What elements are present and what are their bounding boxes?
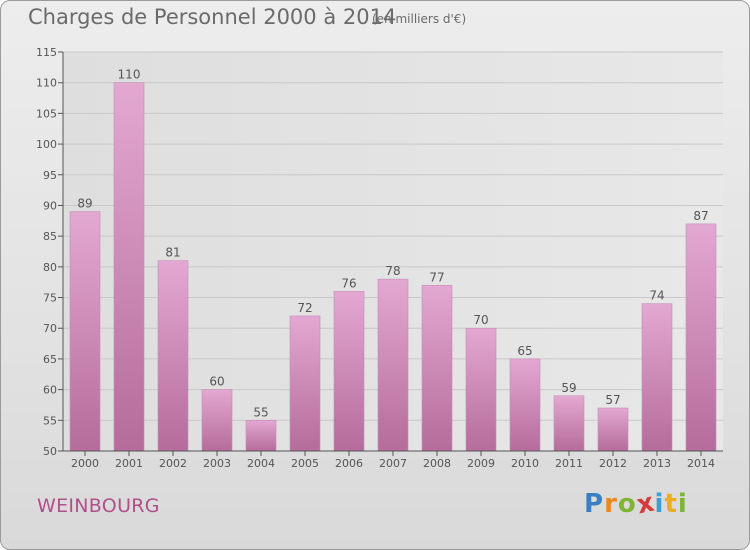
data-label: 59 xyxy=(561,381,576,395)
y-tick-label: 75 xyxy=(43,292,57,305)
logo-letter: o xyxy=(617,489,637,519)
bar-2004 xyxy=(245,420,277,452)
bar-2006 xyxy=(333,291,365,452)
bar-2012 xyxy=(597,407,629,452)
bar-2010 xyxy=(509,358,541,452)
bar-chart: 50 55 60 65 70 75 80 85 90 95 100 105 110 115 2000 2001… xyxy=(36,46,723,470)
bar-2014 xyxy=(685,223,717,452)
x-tick-label: 2003 xyxy=(203,457,231,470)
y-tick-label: 110 xyxy=(36,77,57,90)
data-label: 110 xyxy=(118,68,141,82)
x-tick-label: 2002 xyxy=(159,457,187,470)
x-tick-label: 2010 xyxy=(511,457,539,470)
logo-letter: r xyxy=(604,489,618,519)
bar-2013 xyxy=(641,303,673,452)
bar-2008 xyxy=(421,284,453,452)
y-tick-label: 90 xyxy=(43,199,57,212)
logo-letter: P xyxy=(584,489,605,519)
bar-2009 xyxy=(465,327,497,452)
y-tick-label: 95 xyxy=(43,169,57,182)
data-label: 81 xyxy=(165,246,180,260)
bar-2005 xyxy=(289,315,321,452)
bar-2001 xyxy=(113,82,145,452)
x-tick-label: 2012 xyxy=(599,457,627,470)
x-tick-label: 2001 xyxy=(115,457,143,470)
data-label: 65 xyxy=(517,344,532,358)
x-tick-label: 2006 xyxy=(335,457,363,470)
logo-letter: t xyxy=(664,489,678,519)
data-label: 89 xyxy=(77,197,92,211)
chart-title: Charges de Personnel 2000 à 2014 xyxy=(28,5,397,29)
chart-subtitle: (en milliers d'€) xyxy=(372,12,467,26)
x-tick-label: 2004 xyxy=(247,457,275,470)
y-tick-label: 70 xyxy=(43,322,57,335)
data-label: 72 xyxy=(297,301,312,315)
data-label: 76 xyxy=(341,276,356,290)
data-label: 74 xyxy=(649,289,664,303)
bar-2000 xyxy=(69,211,101,452)
data-label: 70 xyxy=(473,313,488,327)
bar-2007 xyxy=(377,278,409,452)
proxiti-logo[interactable]: Proxiti xyxy=(584,487,688,520)
y-tick-label: 80 xyxy=(43,261,57,274)
x-tick-label: 2007 xyxy=(379,457,407,470)
x-tick-label: 2009 xyxy=(467,457,495,470)
x-tick-label: 2013 xyxy=(643,457,671,470)
y-tick-label: 65 xyxy=(43,353,57,366)
bar-2003 xyxy=(201,389,233,452)
y-tick-label: 50 xyxy=(43,445,57,458)
x-tick-label: 2005 xyxy=(291,457,319,470)
logo-letter: i xyxy=(677,489,688,519)
x-tick-label: 2011 xyxy=(555,457,583,470)
y-tick-label: 115 xyxy=(36,46,57,59)
y-tick-label: 85 xyxy=(43,230,57,243)
bar-2011 xyxy=(553,395,585,452)
x-tick-label: 2000 xyxy=(71,457,99,470)
bar-2002 xyxy=(157,260,189,452)
data-label: 57 xyxy=(605,393,620,407)
data-label: 87 xyxy=(693,209,708,223)
y-tick-label: 100 xyxy=(36,138,57,151)
y-tick-label: 105 xyxy=(36,107,57,120)
data-label: 60 xyxy=(209,375,224,389)
y-tick-label: 60 xyxy=(43,384,57,397)
x-tick-label: 2008 xyxy=(423,457,451,470)
data-label: 77 xyxy=(429,270,444,284)
commune-name: WEINBOURG xyxy=(37,495,160,517)
logo-letter: i xyxy=(654,489,665,519)
y-tick-label: 55 xyxy=(43,414,57,427)
data-label: 55 xyxy=(253,405,268,419)
x-tick-label: 2014 xyxy=(687,457,715,470)
data-label: 78 xyxy=(385,264,400,278)
